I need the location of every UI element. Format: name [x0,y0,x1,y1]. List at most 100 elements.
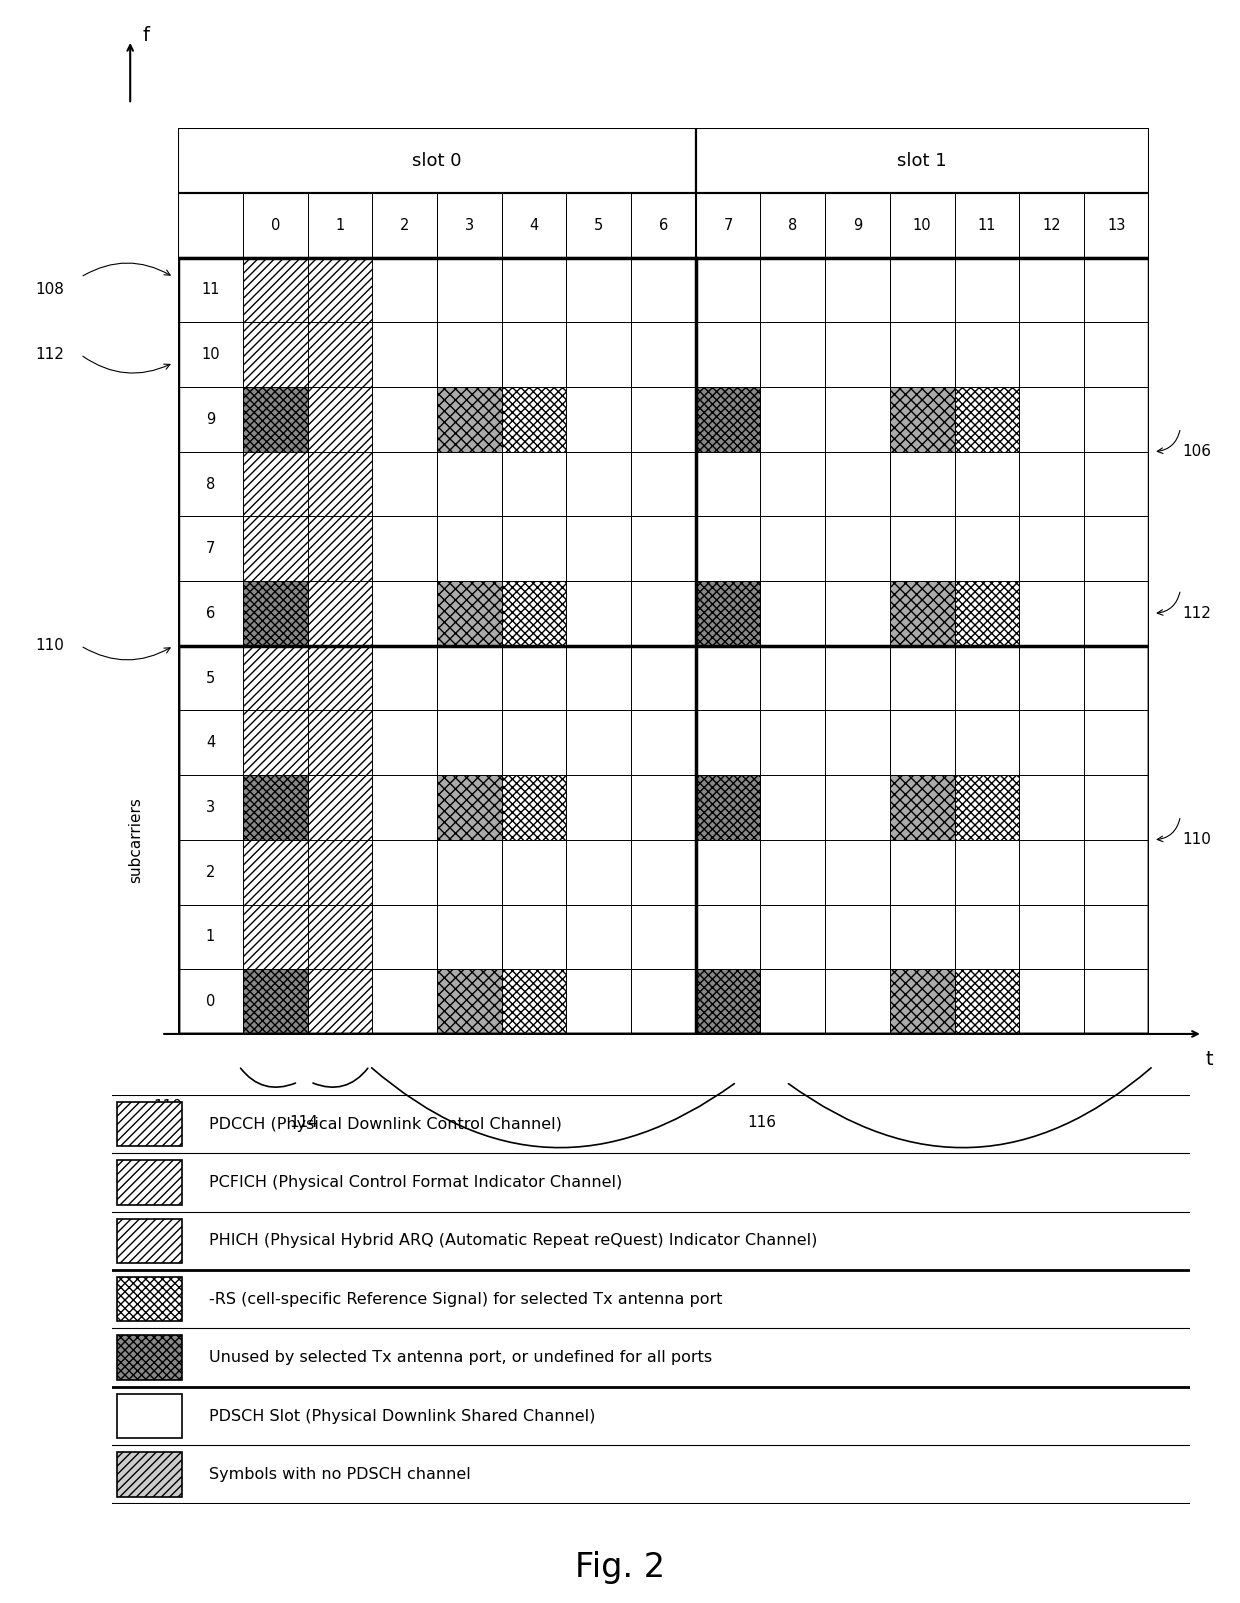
Bar [760,776,825,840]
Bar [308,904,372,970]
Text: 112: 112 [35,348,64,362]
Bar [436,516,502,582]
Bar [502,970,567,1034]
Bar [179,258,243,322]
Bar [372,904,436,970]
Bar [179,192,243,258]
Bar [760,970,825,1034]
Text: 108: 108 [35,282,64,298]
Text: 6: 6 [206,606,216,620]
Bar [243,710,308,776]
Bar [372,970,436,1034]
Bar [243,516,308,582]
Text: 110: 110 [153,1098,182,1114]
Bar [696,840,760,904]
Bar [1019,582,1084,646]
Bar [117,1452,182,1497]
Bar [436,776,502,840]
Bar [179,386,243,452]
Bar [117,1335,182,1380]
Bar [117,1278,182,1321]
Bar [696,322,760,386]
Bar [308,776,372,840]
Bar [502,776,567,840]
Text: PDSCH Slot (Physical Downlink Shared Channel): PDSCH Slot (Physical Downlink Shared Cha… [208,1409,595,1423]
Bar [825,516,890,582]
Bar [436,776,502,840]
Bar [308,452,372,516]
Bar [502,970,567,1034]
Bar [243,582,308,646]
Bar [1084,386,1148,452]
Bar [760,516,825,582]
Bar [825,840,890,904]
Bar [1084,516,1148,582]
Bar [567,258,631,322]
Text: f: f [143,26,150,45]
Bar [825,258,890,322]
Bar [502,840,567,904]
Text: PDCCH (Physical Downlink Control Channel): PDCCH (Physical Downlink Control Channel… [208,1117,562,1132]
Text: 10: 10 [913,218,931,232]
Text: 11: 11 [201,282,219,298]
Bar [436,258,502,322]
Bar [760,646,825,710]
Bar [502,646,567,710]
Bar [243,386,308,452]
Bar [179,904,243,970]
Bar [1084,970,1148,1034]
Bar [955,776,1019,840]
Bar [955,386,1019,452]
Bar [825,452,890,516]
Bar [890,516,955,582]
Bar [825,646,890,710]
Bar [372,386,436,452]
Bar [825,582,890,646]
Bar [436,386,502,452]
Bar [955,582,1019,646]
Bar [760,452,825,516]
Bar [243,904,308,970]
Text: 4: 4 [206,736,216,750]
Bar [1019,452,1084,516]
Text: 2: 2 [206,864,216,880]
Text: t: t [1205,1050,1213,1069]
Bar [1084,840,1148,904]
Bar [308,322,372,386]
Bar [436,904,502,970]
Bar [696,904,760,970]
Text: -RS (cell-specific Reference Signal) for selected Tx antenna port: -RS (cell-specific Reference Signal) for… [208,1292,722,1306]
Text: 7: 7 [206,542,216,556]
Bar [696,516,760,582]
Bar [436,710,502,776]
Bar [631,582,696,646]
Bar [436,386,502,452]
Bar [760,192,825,258]
Bar [502,904,567,970]
Bar [243,840,308,904]
Bar [760,710,825,776]
Bar [890,776,955,840]
Text: 2: 2 [401,218,409,232]
Bar [696,776,760,840]
Bar [179,258,1148,1034]
Bar [760,386,825,452]
Bar [502,452,567,516]
Text: 0: 0 [206,994,216,1010]
Bar [308,516,372,582]
Bar [955,970,1019,1034]
Bar [436,582,502,646]
Bar [631,646,696,710]
Bar [436,582,502,646]
Text: Fig. 2: Fig. 2 [575,1552,665,1584]
Bar [372,322,436,386]
Bar [308,582,372,646]
Bar [696,258,760,322]
Bar [1019,776,1084,840]
Bar [696,192,760,258]
Bar [890,710,955,776]
Text: Symbols with no PDSCH channel: Symbols with no PDSCH channel [208,1467,470,1481]
Bar [631,452,696,516]
Bar [955,582,1019,646]
Bar [100,646,171,1034]
